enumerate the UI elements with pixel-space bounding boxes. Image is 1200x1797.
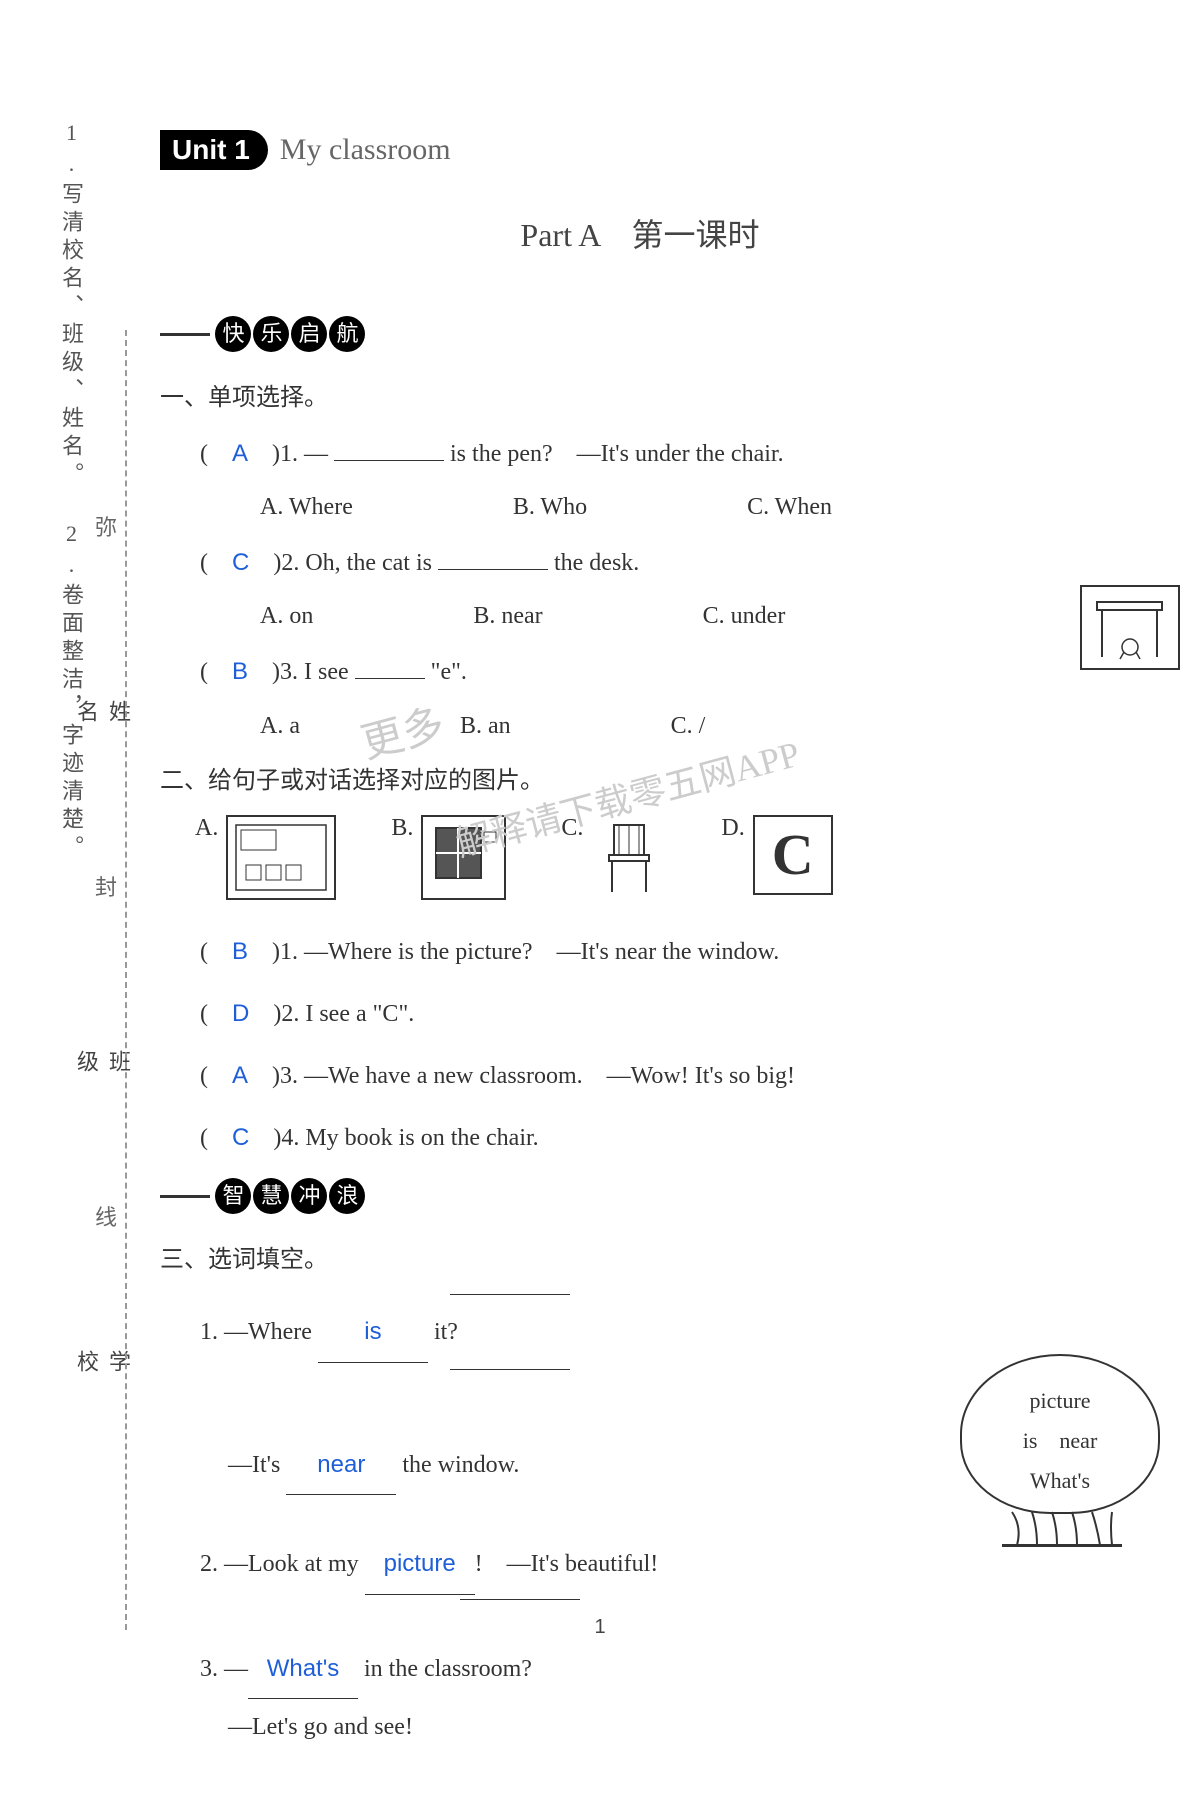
img-choice-b: B.: [391, 815, 506, 900]
badge-char: 启: [291, 316, 327, 352]
badge-char: 乐: [253, 316, 289, 352]
part-header: Part A 第一课时: [160, 210, 1120, 256]
image-choices: A. B.: [195, 815, 1120, 900]
section1-title: 一、单项选择。: [160, 377, 1120, 412]
choices-1-3: A. a B. an C. /: [260, 713, 1120, 740]
unit-title: My classroom: [280, 133, 451, 167]
word-bank-cloud: picture is near What's: [960, 1354, 1170, 1554]
question-1-2: ( C )2. Oh, the cat is the desk.: [200, 541, 1120, 585]
unit-header: Unit 1 My classroom: [160, 130, 1120, 170]
cut-marker-3: 线: [95, 1200, 117, 1232]
fill-blank-3: 3. —What's in the classroom? —Let's go a…: [200, 1640, 1120, 1757]
answer: D: [232, 1000, 249, 1027]
dashed-cut-line: [125, 330, 127, 1630]
cut-marker-1: 弥: [95, 510, 117, 542]
answer: C: [232, 549, 249, 576]
chair-icon: [591, 815, 666, 900]
main-content: Unit 1 My classroom Part A 第一课时 快 乐 启 航 …: [160, 130, 1120, 1797]
section1-title2: 二、给句子或对话选择对应的图片。: [160, 760, 1120, 795]
choices-1-1: A. Where B. Who C. When: [260, 494, 1120, 521]
answer: A: [232, 1062, 248, 1089]
desk-illustration: [1080, 585, 1180, 670]
section2-title: 三、选词填空。: [160, 1239, 1120, 1274]
window-icon: [421, 815, 506, 900]
badge-char: 冲: [291, 1178, 327, 1214]
answer: B: [232, 658, 248, 685]
answer: B: [232, 938, 248, 965]
letter-c-icon: C: [753, 815, 833, 895]
sidebar-instructions: 1.写清校名、班级、姓名。 2.卷面整洁，字迹清楚。: [55, 120, 87, 863]
question-1-3: ( B )3. I see "e".: [200, 650, 1120, 694]
img-choice-d: D. C: [721, 815, 832, 895]
cut-marker-2: 封: [95, 870, 117, 902]
section1-badge: 快 乐 启 航: [160, 316, 366, 352]
img-choice-c: C.: [561, 815, 666, 900]
answer: What's: [267, 1655, 340, 1682]
answer: picture: [384, 1550, 456, 1577]
choices-1-2: A. on B. near C. under: [260, 603, 1120, 630]
badge-char: 浪: [329, 1178, 365, 1214]
answer: near: [317, 1451, 365, 1478]
question-2-1: ( B )1. —Where is the picture? —It's nea…: [200, 930, 1120, 974]
question-2-2: ( D )2. I see a "C".: [200, 992, 1120, 1036]
question-1-1: ( A )1. — is the pen? —It's under the ch…: [200, 432, 1120, 476]
sidebar: 1.写清校名、班级、姓名。 2.卷面整洁，字迹清楚。: [25, 120, 95, 1520]
question-2-4: ( C )4. My book is on the chair.: [200, 1116, 1120, 1160]
classroom-icon: [226, 815, 336, 900]
answer: A: [232, 440, 248, 467]
unit-badge: Unit 1: [160, 130, 268, 170]
badge-char: 航: [329, 316, 365, 352]
section2-badge: 智 慧 冲 浪: [160, 1178, 366, 1214]
question-2-3: ( A )3. —We have a new classroom. —Wow! …: [200, 1054, 1120, 1098]
page-number: 1: [594, 1616, 605, 1639]
badge-char: 智: [215, 1178, 251, 1214]
badge-char: 慧: [253, 1178, 289, 1214]
answer: is: [364, 1318, 381, 1345]
img-choice-a: A.: [195, 815, 336, 900]
badge-char: 快: [215, 316, 251, 352]
answer: C: [232, 1124, 249, 1151]
